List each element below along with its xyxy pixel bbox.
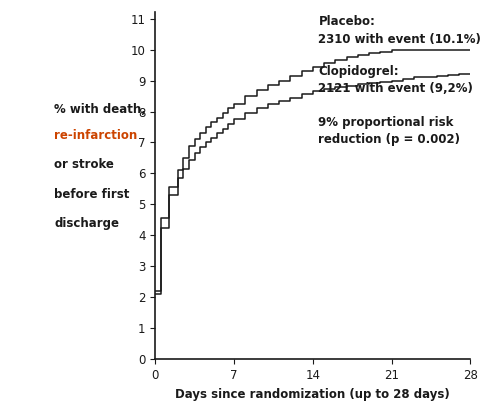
- Text: 9% proportional risk: 9% proportional risk: [318, 116, 453, 129]
- Text: Clopidogrel:: Clopidogrel:: [318, 65, 398, 78]
- Text: % with death,: % with death,: [54, 102, 146, 116]
- Text: 2121 with event (9,2%): 2121 with event (9,2%): [318, 82, 472, 95]
- Text: 2310 with event (10.1%): 2310 with event (10.1%): [318, 33, 480, 45]
- Text: discharge: discharge: [54, 217, 119, 230]
- Text: reduction (p = 0.002): reduction (p = 0.002): [318, 133, 459, 146]
- Text: before first: before first: [54, 188, 129, 201]
- Text: re-infarction: re-infarction: [54, 128, 137, 142]
- Text: or stroke: or stroke: [54, 158, 114, 171]
- Text: Placebo:: Placebo:: [318, 15, 375, 28]
- X-axis label: Days since randomization (up to 28 days): Days since randomization (up to 28 days): [175, 387, 449, 401]
